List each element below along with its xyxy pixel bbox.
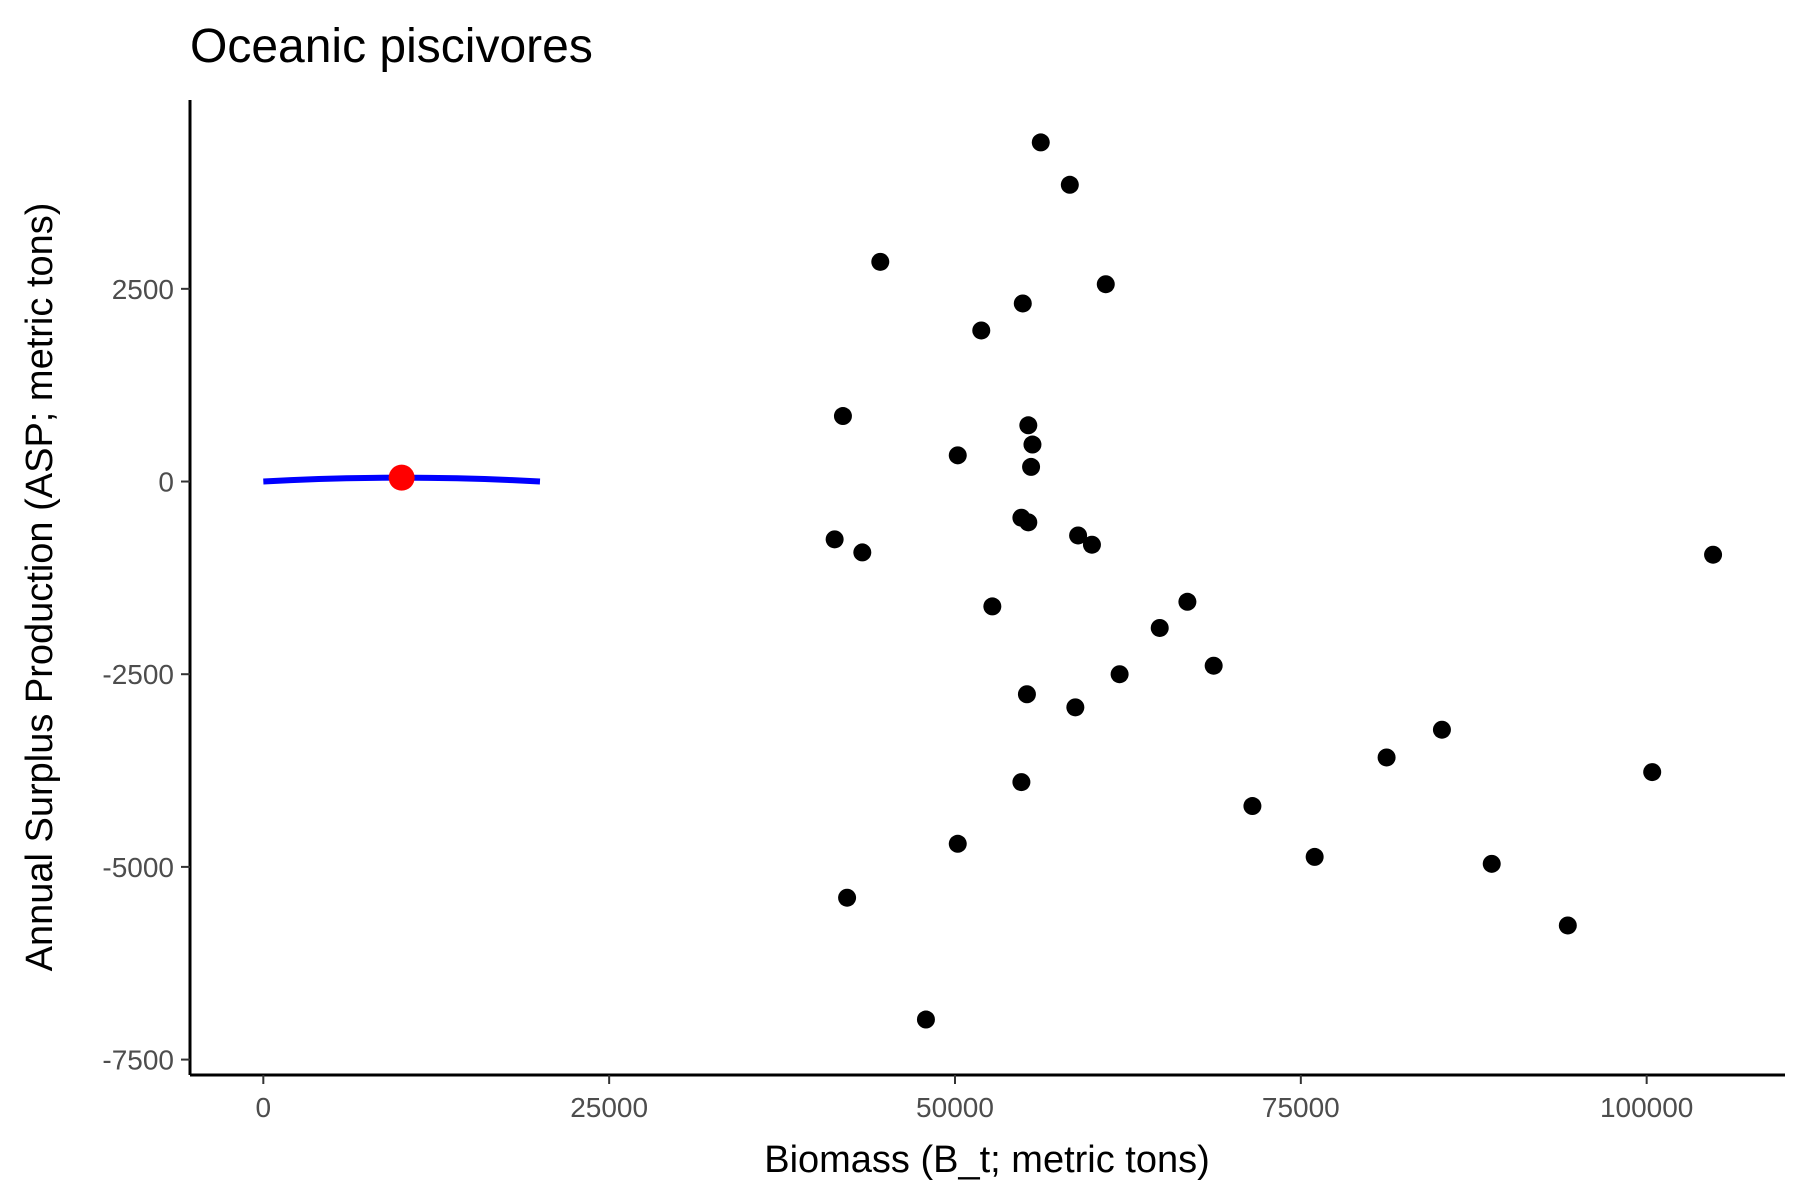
data-point xyxy=(1019,416,1038,435)
data-point xyxy=(1017,685,1036,704)
data-point xyxy=(1305,847,1324,866)
data-point xyxy=(1012,773,1031,792)
data-point xyxy=(1082,535,1101,554)
data-point xyxy=(1060,175,1079,194)
data-point xyxy=(825,530,844,549)
x-tick-label: 75000 xyxy=(1262,1092,1340,1123)
data-point xyxy=(1704,545,1723,564)
x-tick-label: 100000 xyxy=(1600,1092,1693,1123)
x-tick-label: 0 xyxy=(256,1092,272,1123)
data-point xyxy=(1096,275,1115,294)
data-point xyxy=(916,1010,935,1029)
y-tick-label: -7500 xyxy=(102,1045,174,1076)
data-point xyxy=(948,446,967,465)
data-points-layer xyxy=(825,133,1723,1029)
data-point xyxy=(838,888,857,907)
data-point xyxy=(871,252,890,271)
data-point xyxy=(853,543,872,562)
data-point xyxy=(1432,720,1451,739)
y-axis-title: Annual Surplus Production (ASP; metric t… xyxy=(19,203,61,972)
data-point xyxy=(1031,133,1050,152)
data-point xyxy=(948,834,967,853)
data-point xyxy=(1643,763,1662,782)
x-tick-label: 50000 xyxy=(916,1092,994,1123)
data-point xyxy=(1150,618,1169,637)
data-point xyxy=(1558,916,1577,935)
x-axis-ticks: 0 25000 50000 75000 100000 xyxy=(256,1075,1693,1123)
data-point xyxy=(1377,748,1396,767)
data-point xyxy=(1019,513,1038,532)
y-tick-label: -2500 xyxy=(102,659,174,690)
data-point xyxy=(1178,592,1197,611)
data-point xyxy=(1013,294,1032,313)
data-point xyxy=(1066,698,1085,717)
x-tick-label: 25000 xyxy=(570,1092,648,1123)
y-tick-label: -5000 xyxy=(102,852,174,883)
highlight-marker-layer xyxy=(388,464,415,491)
data-point xyxy=(1069,526,1088,545)
highlight-point xyxy=(388,464,415,491)
data-point xyxy=(1022,457,1041,476)
x-axis-title: Biomass (B_t; metric tons) xyxy=(764,1139,1210,1181)
data-point xyxy=(1204,656,1223,675)
y-axis-ticks: 2500 0 -2500 -5000 -7500 xyxy=(102,274,190,1076)
data-point xyxy=(833,407,852,426)
data-point xyxy=(972,321,991,340)
y-tick-label: 2500 xyxy=(112,274,174,305)
data-point xyxy=(1110,665,1129,684)
data-point xyxy=(1482,854,1501,873)
y-tick-label: 0 xyxy=(158,467,174,498)
chart-title: Oceanic piscivores xyxy=(190,20,593,73)
data-point xyxy=(1023,435,1042,454)
data-point xyxy=(1243,797,1262,816)
data-point xyxy=(983,597,1002,616)
